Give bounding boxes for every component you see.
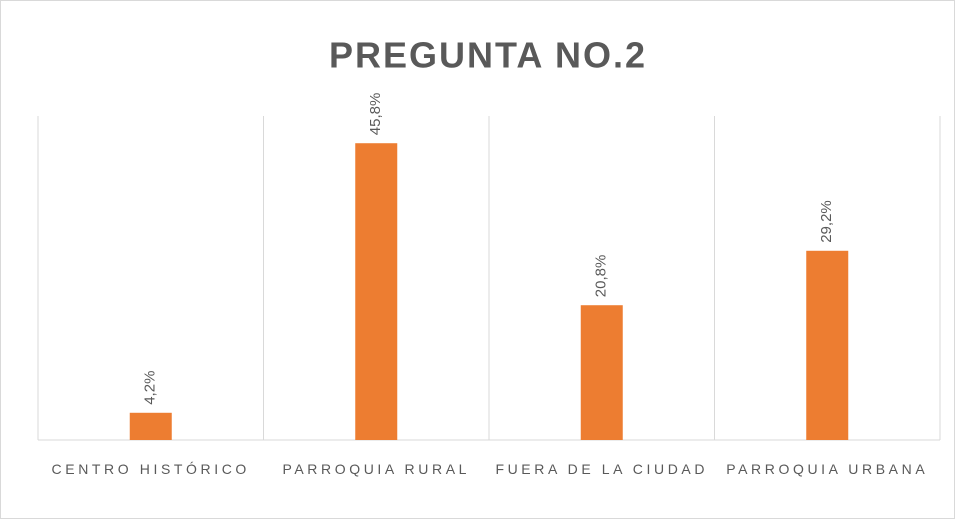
bar — [806, 250, 849, 440]
x-tick-label: PARROQUIA URBANA — [726, 461, 929, 477]
chart-title: PREGUNTA NO.2 — [329, 35, 647, 76]
bar — [580, 305, 623, 440]
data-label: 29,2% — [818, 200, 835, 243]
data-label: 20,8% — [593, 255, 610, 298]
bar — [129, 412, 172, 440]
data-label: 45,8% — [367, 93, 384, 136]
x-tick-label: PARROQUIA RURAL — [282, 461, 471, 477]
x-tick-label: CENTRO HISTÓRICO — [51, 461, 250, 477]
bar — [355, 143, 398, 440]
x-tick-label: FUERA DE LA CIUDAD — [495, 461, 709, 477]
data-label: 4,2% — [142, 371, 159, 405]
